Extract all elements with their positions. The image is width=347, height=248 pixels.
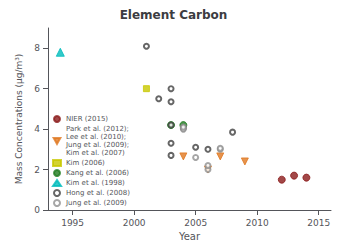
svg-text:Year: Year bbox=[178, 231, 201, 242]
svg-text:4: 4 bbox=[34, 124, 40, 134]
svg-text:Kim et al. (1998): Kim et al. (1998) bbox=[66, 179, 125, 187]
svg-text:6: 6 bbox=[34, 84, 40, 94]
svg-text:Jung et al. (2009): Jung et al. (2009) bbox=[65, 199, 127, 207]
svg-text:2000: 2000 bbox=[123, 218, 146, 228]
svg-text:Lee et al. (2010);: Lee et al. (2010); bbox=[66, 133, 126, 141]
svg-text:2005: 2005 bbox=[184, 218, 207, 228]
svg-text:2010: 2010 bbox=[246, 218, 269, 228]
svg-text:1995: 1995 bbox=[61, 218, 84, 228]
svg-text:2: 2 bbox=[34, 165, 40, 175]
svg-text:Kim et al. (2007): Kim et al. (2007) bbox=[66, 149, 125, 157]
svg-text:Kang et al. (2006): Kang et al. (2006) bbox=[66, 169, 129, 177]
svg-text:Kim (2006): Kim (2006) bbox=[66, 159, 105, 167]
svg-text:Element Carbon: Element Carbon bbox=[120, 8, 228, 22]
svg-text:0: 0 bbox=[34, 205, 40, 215]
svg-text:Hong et al. (2008): Hong et al. (2008) bbox=[66, 189, 130, 197]
svg-text:Mass Concentrations (μg/m³): Mass Concentrations (μg/m³) bbox=[14, 54, 24, 185]
svg-text:8: 8 bbox=[34, 43, 40, 53]
svg-text:Park et al. (2012);: Park et al. (2012); bbox=[66, 125, 129, 133]
svg-text:NIER (2015): NIER (2015) bbox=[66, 115, 108, 123]
svg-text:2015: 2015 bbox=[307, 218, 330, 228]
svg-text:Jung et al. (2009);: Jung et al. (2009); bbox=[65, 141, 129, 149]
